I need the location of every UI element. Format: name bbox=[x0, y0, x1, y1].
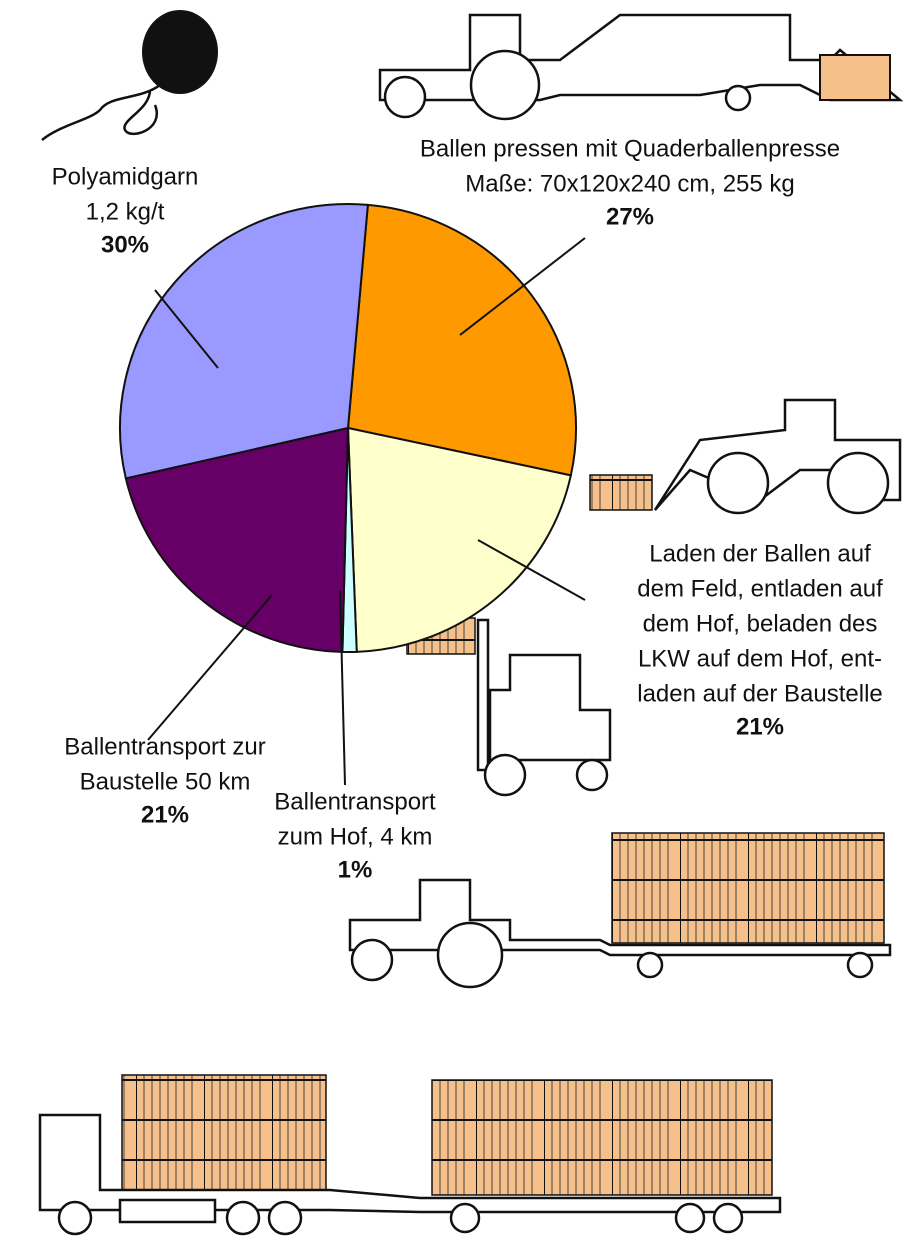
slice-label: LKW auf dem Hof, ent- bbox=[638, 645, 882, 672]
slice-label: laden auf der Baustelle bbox=[637, 680, 883, 707]
value-label: 30% bbox=[101, 231, 149, 258]
slice-label: Polyamidgarn bbox=[52, 163, 199, 190]
value-label: 21% bbox=[736, 713, 784, 740]
slice-label: 1,2 kg/t bbox=[86, 198, 165, 225]
loader-illustration bbox=[590, 400, 900, 513]
slice-label: Ballentransport zur bbox=[64, 733, 265, 760]
truck-illustration bbox=[40, 1075, 780, 1234]
leader-line bbox=[148, 595, 272, 740]
baler-illustration bbox=[380, 15, 900, 119]
slice-label: Ballentransport bbox=[274, 788, 436, 815]
value-label: 1% bbox=[338, 856, 373, 883]
value-label: 27% bbox=[606, 203, 654, 230]
slice-label: zum Hof, 4 km bbox=[278, 823, 433, 850]
slice-label: Ballen pressen mit Quaderballenpresse bbox=[420, 135, 840, 162]
tractor-trailer-illustration bbox=[350, 833, 890, 987]
slice-label: Baustelle 50 km bbox=[80, 768, 251, 795]
chart: Ballen pressen mit Quaderballenpresse Maß… bbox=[0, 0, 908, 1248]
forklift-illustration bbox=[407, 618, 610, 795]
slice-label: dem Feld, entladen auf bbox=[637, 575, 883, 602]
slice-label: dem Hof, beladen des bbox=[643, 610, 878, 637]
slice-label: Laden der Ballen auf bbox=[649, 540, 871, 567]
value-label: 21% bbox=[141, 801, 189, 828]
twine-illustration bbox=[42, 10, 218, 140]
slice-label: Maße: 70x120x240 cm, 255 kg bbox=[465, 170, 795, 197]
